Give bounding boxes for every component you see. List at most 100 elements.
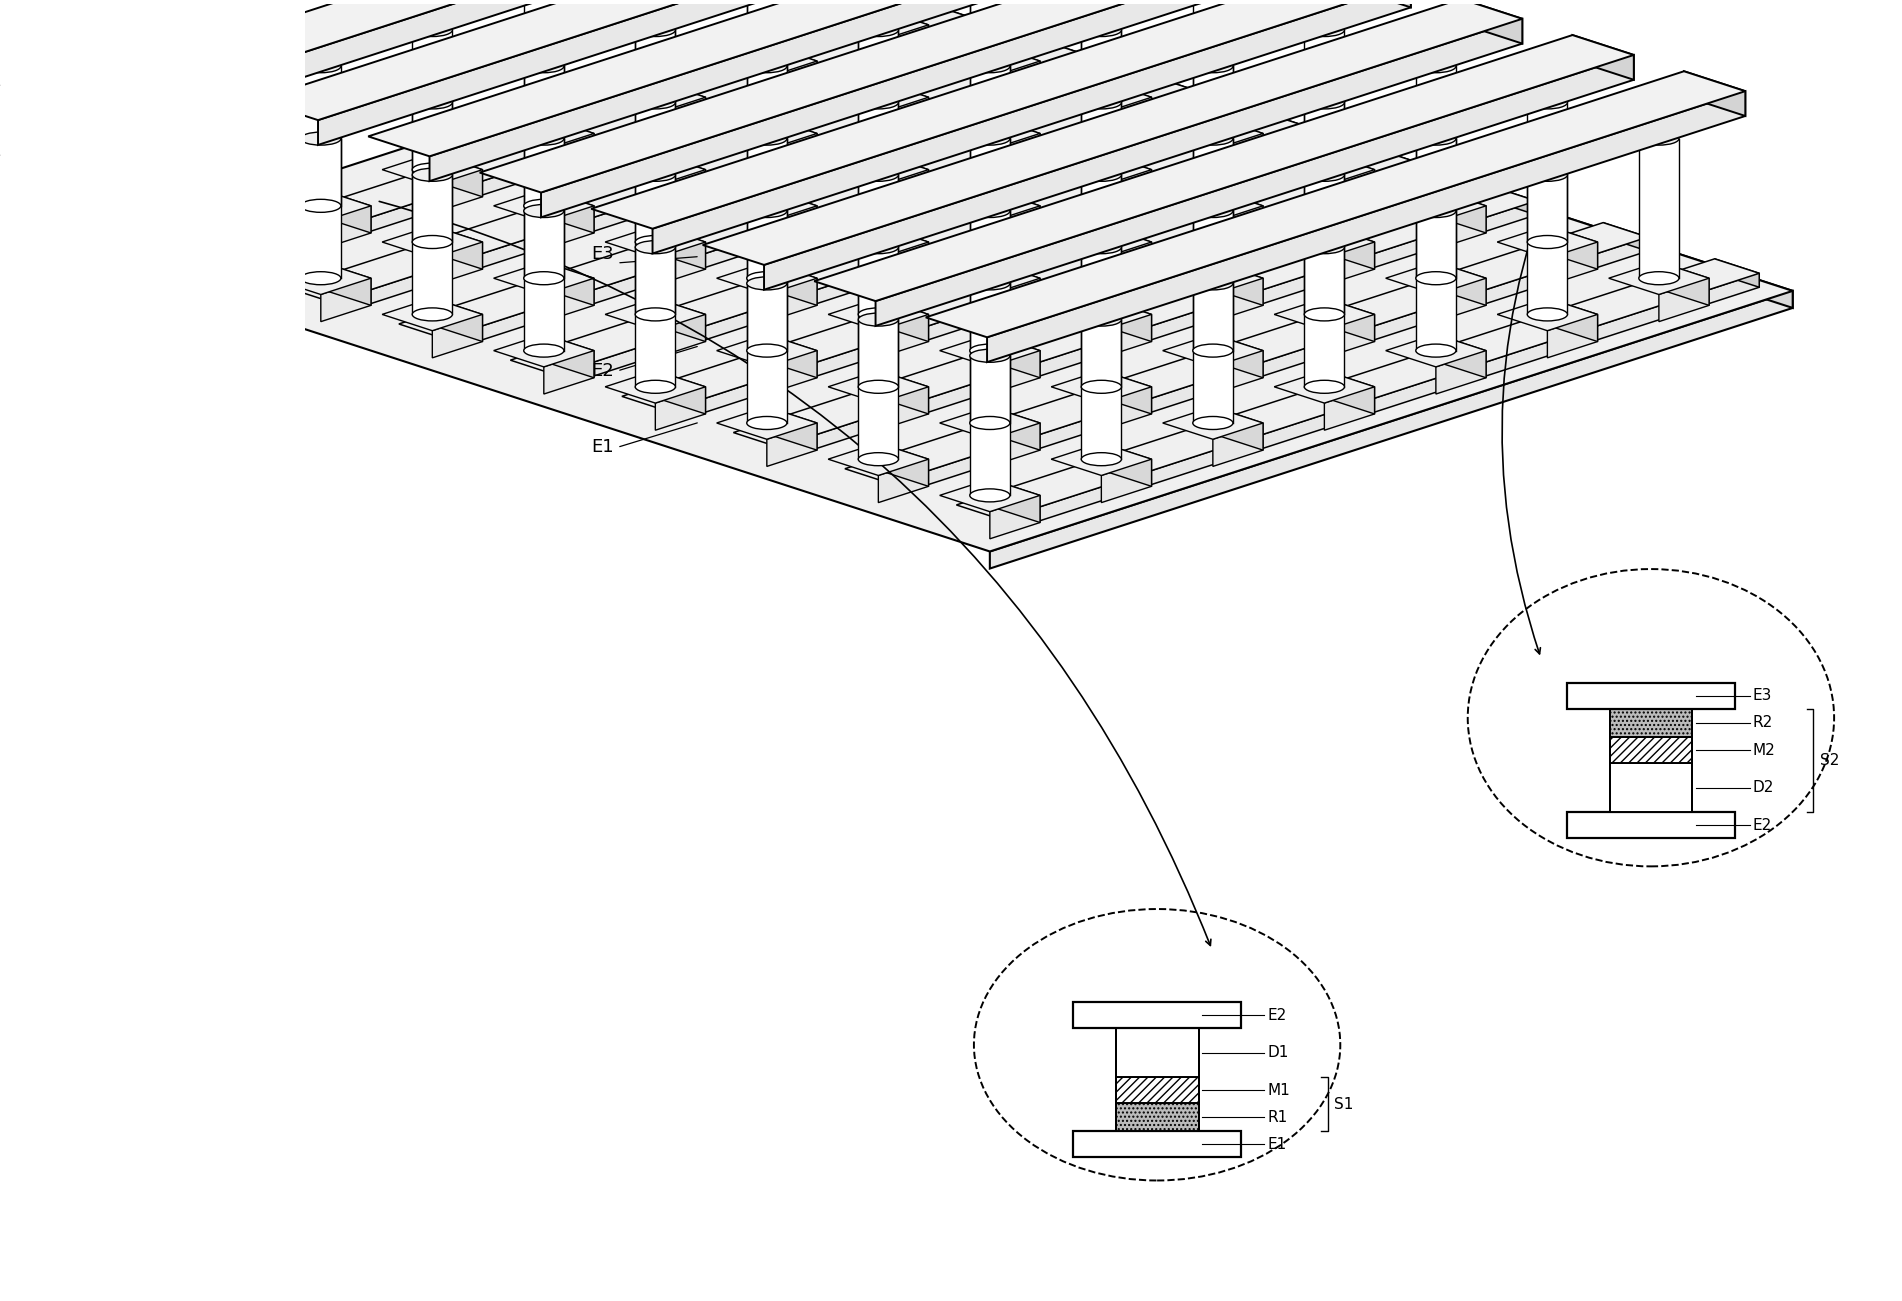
Polygon shape: [767, 423, 818, 467]
Polygon shape: [1436, 206, 1485, 250]
Polygon shape: [879, 386, 928, 431]
Polygon shape: [940, 117, 1040, 150]
Ellipse shape: [523, 343, 563, 356]
Polygon shape: [1213, 117, 1263, 160]
Ellipse shape: [1415, 343, 1455, 356]
Ellipse shape: [858, 235, 898, 248]
Ellipse shape: [1305, 235, 1345, 248]
Polygon shape: [605, 81, 706, 113]
Polygon shape: [1213, 350, 1263, 394]
Ellipse shape: [1080, 96, 1122, 109]
Polygon shape: [717, 262, 818, 294]
Ellipse shape: [1415, 204, 1455, 217]
Text: M2: M2: [1754, 743, 1776, 757]
Polygon shape: [1603, 222, 1647, 251]
Polygon shape: [188, 103, 230, 242]
Polygon shape: [1101, 298, 1151, 342]
Bar: [1609, 738, 1693, 762]
Polygon shape: [747, 139, 787, 278]
Polygon shape: [940, 479, 1040, 511]
Text: R1: R1: [1267, 1110, 1288, 1124]
Polygon shape: [1548, 298, 1598, 342]
Polygon shape: [1381, 150, 1425, 178]
Polygon shape: [1415, 139, 1455, 278]
Polygon shape: [1274, 154, 1375, 186]
Polygon shape: [656, 169, 706, 213]
Polygon shape: [1080, 247, 1122, 386]
Polygon shape: [1213, 206, 1263, 250]
Polygon shape: [989, 44, 1040, 88]
Ellipse shape: [1193, 133, 1232, 146]
Ellipse shape: [523, 127, 563, 141]
Ellipse shape: [1305, 308, 1345, 321]
Text: E1: E1: [592, 438, 614, 457]
Polygon shape: [940, 334, 1040, 367]
Polygon shape: [430, 0, 1187, 181]
Polygon shape: [1436, 278, 1485, 321]
Polygon shape: [1162, 334, 1263, 367]
Polygon shape: [1101, 242, 1151, 285]
Ellipse shape: [188, 235, 230, 248]
Polygon shape: [1548, 226, 1598, 269]
Polygon shape: [656, 98, 706, 141]
Ellipse shape: [1415, 60, 1455, 73]
Bar: [1567, 812, 1735, 838]
Polygon shape: [1162, 262, 1263, 294]
Polygon shape: [1274, 226, 1375, 259]
Ellipse shape: [635, 241, 675, 254]
Polygon shape: [989, 61, 1040, 104]
Bar: [1609, 709, 1693, 738]
Polygon shape: [717, 190, 818, 222]
Text: E3: E3: [1754, 688, 1773, 704]
Polygon shape: [1324, 169, 1375, 213]
Ellipse shape: [858, 314, 898, 327]
Polygon shape: [544, 206, 593, 250]
Polygon shape: [1101, 442, 1151, 487]
Ellipse shape: [413, 23, 453, 36]
Polygon shape: [1213, 278, 1263, 321]
Polygon shape: [747, 211, 787, 350]
Polygon shape: [495, 190, 593, 222]
Polygon shape: [858, 0, 898, 25]
Polygon shape: [858, 30, 898, 169]
Polygon shape: [1491, 186, 1537, 215]
Polygon shape: [605, 371, 706, 403]
Polygon shape: [767, 61, 818, 104]
Polygon shape: [858, 0, 898, 98]
Ellipse shape: [301, 199, 340, 212]
Text: S2: S2: [1820, 753, 1839, 768]
Ellipse shape: [1640, 272, 1679, 285]
Polygon shape: [321, 262, 371, 306]
Polygon shape: [1213, 134, 1263, 177]
Polygon shape: [879, 9, 928, 52]
Polygon shape: [1497, 226, 1598, 259]
Ellipse shape: [747, 60, 787, 73]
Polygon shape: [702, 0, 1522, 265]
Ellipse shape: [747, 204, 787, 217]
Ellipse shape: [970, 343, 1010, 356]
Polygon shape: [879, 0, 1794, 308]
Polygon shape: [734, 186, 1537, 448]
Text: E2: E2: [1267, 1007, 1286, 1023]
Polygon shape: [301, 139, 340, 278]
Polygon shape: [879, 442, 928, 487]
Polygon shape: [989, 190, 1040, 233]
Polygon shape: [1305, 247, 1345, 386]
Polygon shape: [656, 315, 706, 358]
Polygon shape: [382, 298, 483, 330]
Ellipse shape: [858, 380, 898, 393]
Polygon shape: [879, 25, 928, 68]
Polygon shape: [1436, 334, 1485, 377]
Polygon shape: [1497, 298, 1598, 330]
Ellipse shape: [635, 23, 675, 36]
Polygon shape: [989, 350, 1040, 394]
Polygon shape: [605, 226, 706, 259]
Polygon shape: [970, 211, 1010, 350]
Polygon shape: [656, 386, 706, 431]
Polygon shape: [209, 226, 259, 269]
Ellipse shape: [635, 91, 675, 104]
Polygon shape: [1052, 371, 1151, 403]
Polygon shape: [1324, 242, 1375, 285]
Ellipse shape: [970, 416, 1010, 429]
Polygon shape: [1193, 0, 1232, 134]
